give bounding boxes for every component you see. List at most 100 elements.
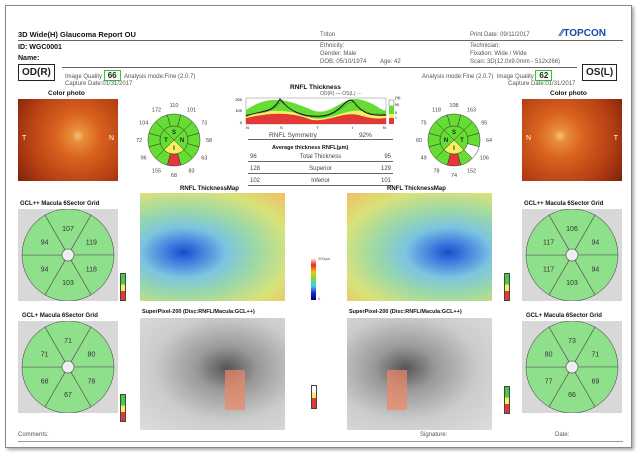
grid-value: 69: [591, 379, 599, 386]
fixation: Fixation: Wide / Wide: [470, 51, 527, 57]
os-photo-label: Color photo: [550, 90, 587, 97]
fovea-center: [565, 360, 579, 374]
quadrant-label: N: [180, 138, 184, 144]
logo-mark-icon: ⁄⁄: [560, 28, 564, 39]
report-title: 3D Wide(H) Glaucoma Report OU: [18, 30, 136, 39]
quadrant-label: N: [444, 138, 448, 144]
quadrant-label: T: [164, 138, 168, 144]
grid-value: 103: [62, 280, 74, 287]
clock-value: 163: [467, 108, 476, 114]
quadrant-sector: [159, 129, 175, 151]
gender: Gender: Male: [320, 51, 357, 57]
grid-value: 78: [87, 379, 95, 386]
grid-value: 119: [86, 240, 97, 247]
clock-value: 73: [201, 121, 207, 127]
avg-od: 128: [250, 166, 261, 172]
x-tick: I: [352, 125, 353, 130]
grid-value: 118: [86, 267, 97, 274]
od-map-label: RNFL ThicknessMap: [180, 186, 239, 192]
os-rnfl-thickness-map: [347, 193, 492, 301]
avg-od: 102: [250, 178, 261, 184]
patient-name: Name:: [18, 55, 40, 62]
avg-label: Total Thickness: [299, 154, 342, 160]
svg-text:(%): (%): [395, 96, 400, 100]
os-label: OS(L): [582, 64, 618, 81]
clock-value: 108: [449, 103, 458, 109]
grid-value: 94: [41, 240, 49, 247]
avg-os: 129: [380, 166, 391, 172]
grid-value: 103: [566, 280, 578, 287]
avg-thickness-table: 96 Total Thickness 95 128 Superior 129 102 Infe…: [248, 153, 393, 189]
grid-value: 94: [591, 267, 599, 274]
od-gclp-grid: 71 80 78 67 68 71: [18, 321, 118, 413]
od-gclpp-label: GCL++ Macula 6Sector Grid: [20, 201, 100, 207]
clock-value: 101: [187, 108, 196, 114]
grid-value: 67: [64, 392, 72, 399]
grid-value: 107: [62, 226, 74, 233]
avg-row: 102 Inferior 101: [248, 177, 393, 186]
comments-label: Comments:: [18, 432, 49, 438]
avg-row: 128 Superior 129: [248, 165, 393, 174]
clock-value: 78: [433, 168, 439, 174]
clock-value: 72: [136, 138, 142, 144]
x-tick: S: [280, 125, 283, 130]
rnfl-tsnit-graph: 200 100 0 N S T I N (%) 95 51: [235, 96, 400, 130]
grid-value: 106: [566, 226, 578, 233]
topcon-logo: ⁄⁄TOPCON: [560, 28, 606, 39]
y-tick: 200: [235, 97, 242, 102]
od-line: [245, 98, 387, 117]
grid-value: 73: [568, 338, 576, 345]
grid-value: 80: [545, 352, 553, 359]
clock-value: 104: [139, 121, 148, 127]
clock-value: 60: [416, 138, 422, 144]
x-tick: N: [383, 125, 386, 130]
device: Triton: [320, 32, 336, 38]
os-superpixel-map: [347, 318, 492, 430]
y-tick: 0: [240, 120, 243, 125]
od-gclpp-grid: 107 119 118 103 94 94: [18, 209, 118, 301]
age: Age: 42: [380, 59, 401, 65]
technician: Technician:: [470, 43, 501, 49]
od-label: OD(R): [18, 64, 55, 81]
od-gclp-scale: [120, 394, 126, 422]
os-gclp-label: GCL+ Macula 6Sector Grid: [526, 313, 602, 319]
x-tick: N: [246, 125, 249, 130]
clock-value: 152: [467, 168, 476, 174]
clock-value: 75: [421, 121, 427, 127]
os-map-label: RNFL ThicknessMap: [387, 186, 446, 192]
os-gclpp-scale: [504, 273, 510, 301]
os-quality: Analysis mode:Fine (2.0.7) Image Quality…: [422, 70, 553, 81]
clock-value: 63: [201, 156, 207, 162]
od-photo-label: Color photo: [48, 90, 85, 97]
fovea-center: [61, 248, 75, 262]
clock-value: 68: [171, 173, 177, 179]
svg-text:5: 5: [395, 111, 397, 115]
quadrant-label: T: [460, 138, 464, 144]
avg-label: Inferior: [311, 178, 330, 184]
od-gclp-label: GCL+ Macula 6Sector Grid: [22, 313, 98, 319]
clock-value: 96: [141, 156, 147, 162]
clock-value: 74: [451, 173, 457, 179]
grid-value: 68: [41, 379, 49, 386]
clock-value: 83: [188, 168, 194, 174]
clock-value: 95: [481, 121, 487, 127]
y-tick: 100: [235, 108, 242, 113]
avg-thickness-title: Average thickness RNFL(µm): [272, 145, 349, 151]
od-capture-date: Capture Date:01/31/2017: [65, 81, 133, 87]
od-superpixel-map: [140, 318, 285, 430]
normal-band-red: [246, 113, 386, 124]
rnfl-title: RNFL Thickness: [290, 84, 341, 91]
od-quality: Image Quality 66 Analysis mode:Fine (2.0…: [65, 70, 196, 81]
os-line: [245, 99, 387, 118]
quadrant-label: S: [172, 130, 176, 136]
scan-info: Scan: 3D(12.0x9.0mm - 512x266): [470, 59, 561, 65]
thickness-color-scale: [311, 258, 316, 300]
clock-value: 64: [486, 138, 492, 144]
avg-od: 96: [250, 154, 257, 160]
rnfl-symmetry: RNFL Symmetry 92%: [248, 132, 393, 140]
clock-value: 172: [152, 108, 161, 114]
os-gclpp-label: GCL++ Macula 6Sector Grid: [524, 201, 604, 207]
clock-value: 106: [480, 156, 489, 162]
